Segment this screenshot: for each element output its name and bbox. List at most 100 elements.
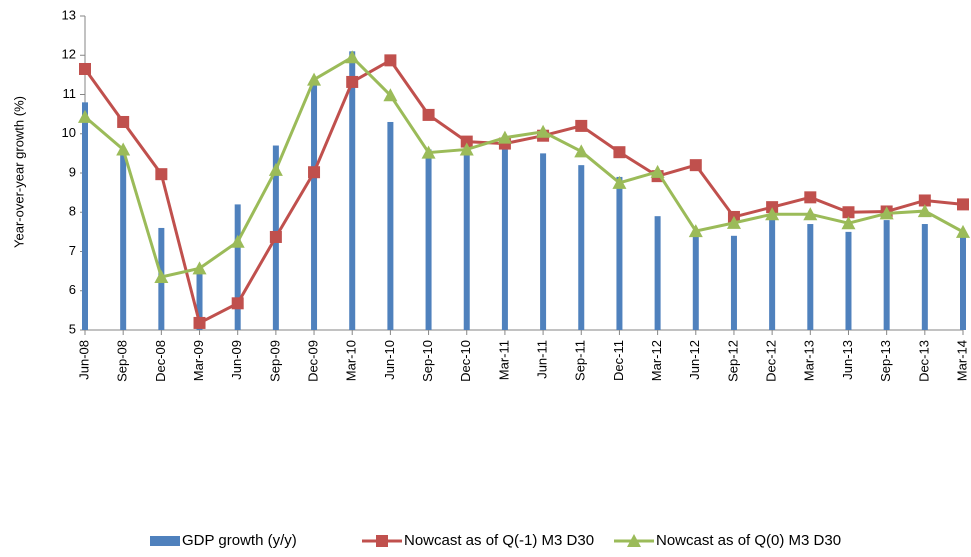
marker [574,144,589,158]
marker [117,115,130,128]
marker [918,194,931,207]
x-tick-label: Mar-13 [802,340,817,381]
marker [689,159,702,172]
marker [307,72,322,86]
marker [384,54,397,67]
marker [804,191,817,204]
marker [803,207,818,221]
legend-label: GDP growth (y/y) [182,532,297,549]
x-tick-label: Jun-12 [687,340,702,380]
bar [196,271,203,330]
bar [425,149,432,330]
marker [957,198,969,211]
bar [234,204,241,330]
x-tick-label: Mar-11 [496,340,511,380]
x-tick-label: Dec-08 [153,340,168,382]
marker [460,135,473,148]
x-tick-label: Jun-09 [229,340,244,380]
legend-label: Nowcast as of Q(0) M3 D30 [656,532,841,549]
legend-swatch [150,536,180,546]
x-tick-label: Sep-08 [115,340,130,382]
bar [387,121,394,330]
x-tick-label: Jun-11 [535,340,550,379]
y-tick-label: 5 [69,321,76,336]
marker [154,270,169,284]
x-tick-label: Dec-13 [916,340,931,382]
legend-label: Nowcast as of Q(-1) M3 D30 [404,532,594,549]
y-tick-label: 11 [63,86,77,101]
marker [765,207,780,221]
marker [575,119,588,132]
bar [540,153,547,330]
x-tick-label: Dec-12 [764,340,779,382]
marker [766,201,779,214]
y-tick-label: 6 [69,282,76,297]
marker [230,234,245,248]
marker [841,216,856,230]
x-tick-label: Dec-11 [611,340,626,381]
x-tick-label: Mar-10 [344,340,359,381]
marker [650,164,665,178]
marker [842,206,855,219]
bar [349,51,356,330]
bar [730,235,737,330]
y-axis-label: Year-over-year growth (%) [11,96,26,248]
line [83,58,964,326]
bar [883,220,890,330]
bar [616,176,623,330]
marker [192,261,207,275]
bar [311,82,318,330]
bar [120,149,127,330]
bar [82,102,88,330]
marker [421,145,436,159]
x-tick-label: Dec-09 [305,340,320,382]
x-tick-label: Sep-13 [878,340,893,382]
x-tick-label: Jun-13 [840,340,855,380]
marker [726,215,741,229]
bar [463,141,470,330]
x-tick-label: Sep-12 [725,340,740,382]
marker [956,224,970,238]
x-tick-label: Sep-11 [573,340,588,381]
x-tick-label: Jun-08 [76,340,91,380]
bar [845,231,852,330]
marker [268,162,283,176]
marker [346,75,359,88]
bar [960,235,966,330]
y-tick-label: 8 [69,204,76,219]
x-tick-label: Sep-09 [267,340,282,382]
marker [612,175,627,189]
x-tick-label: Mar-09 [191,340,206,381]
x-tick-label: Sep-10 [420,340,435,382]
marker [627,534,641,547]
x-tick-label: Mar-14 [954,340,969,381]
marker [269,230,282,243]
x-tick-label: Dec-10 [458,340,473,382]
marker [79,62,91,75]
y-tick-label: 9 [69,164,76,179]
y-tick-label: 10 [62,125,76,140]
marker [459,142,474,156]
marker [422,108,435,121]
bar [692,231,699,330]
bar [807,224,814,330]
marker [155,168,168,181]
marker [193,316,206,329]
marker [308,166,321,179]
y-tick-label: 7 [69,243,76,258]
y-tick-label: 12 [62,47,76,62]
bar [769,216,776,330]
line [84,55,964,279]
marker [78,109,92,123]
marker [688,224,703,238]
x-tick-label: Jun-10 [382,340,397,380]
marker [879,206,894,220]
marker [383,88,398,102]
marker [536,124,551,138]
bar [921,224,928,330]
marker [917,204,932,218]
marker [497,130,512,144]
marker [116,142,131,156]
y-tick-label: 13 [62,7,76,22]
bar [501,145,508,330]
